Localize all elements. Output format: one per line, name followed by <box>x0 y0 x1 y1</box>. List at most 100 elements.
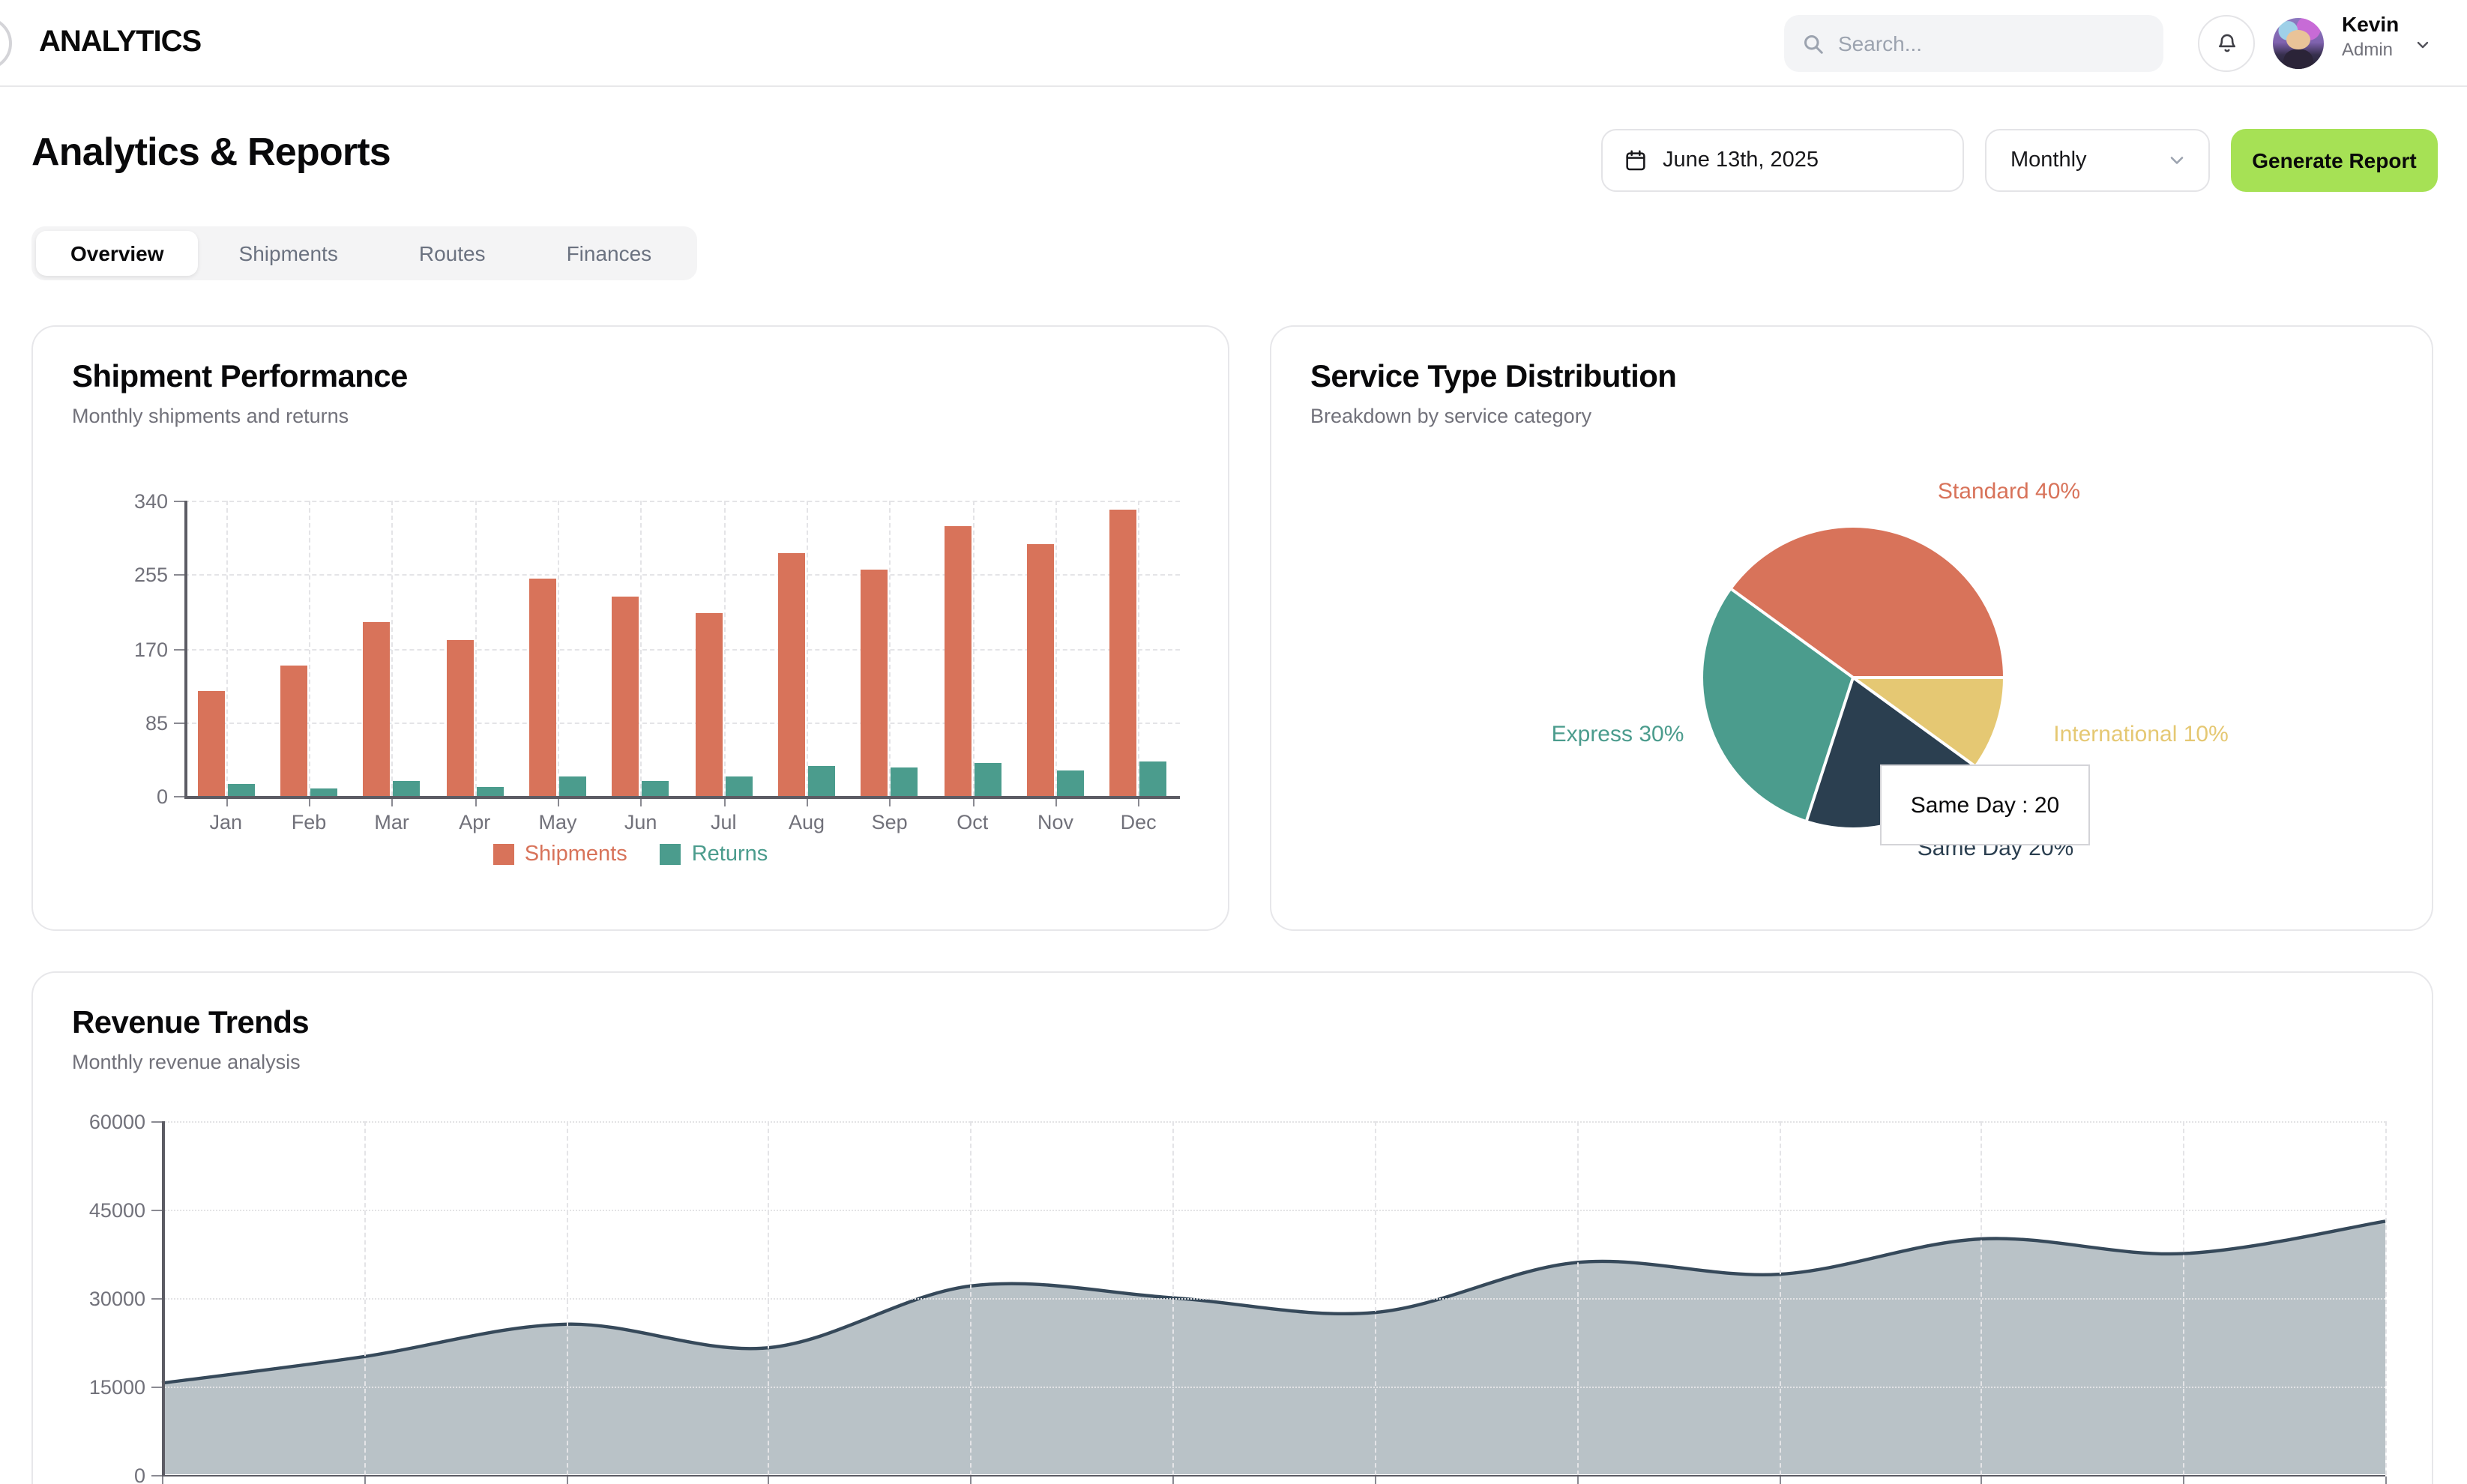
x-axis-label: Jul <box>711 811 737 833</box>
x-axis-label: Sep <box>871 811 908 833</box>
tab-finances[interactable]: Finances <box>526 231 693 276</box>
axis-tick <box>566 1476 568 1484</box>
x-axis-label: Nov <box>1037 811 1073 833</box>
bar-returns[interactable] <box>393 780 421 796</box>
period-select[interactable]: Monthly <box>1985 129 2210 192</box>
y-axis-line <box>184 501 187 798</box>
avatar[interactable] <box>2273 18 2324 69</box>
bar-returns[interactable] <box>725 776 753 796</box>
revenue-trends-card: Revenue Trends Monthly revenue analysis … <box>31 971 2433 1484</box>
legend-item: Shipments <box>493 842 627 866</box>
bar-returns[interactable] <box>1057 770 1084 796</box>
axis-tick <box>972 797 975 806</box>
logo-circle <box>0 16 12 70</box>
axis-tick <box>723 797 726 806</box>
y-axis-label: 0 <box>133 1464 145 1484</box>
bar-shipments[interactable] <box>944 526 972 796</box>
axis-tick <box>309 797 310 806</box>
user-menu[interactable]: Kevin Admin <box>2342 13 2399 58</box>
card-title: Revenue Trends <box>72 1006 310 1040</box>
pie-slice-separator <box>1805 677 1855 821</box>
axis-tick <box>807 797 808 806</box>
x-axis-label: Oct <box>957 811 989 833</box>
report-tabs: Overview Shipments Routes Finances <box>31 226 697 280</box>
gridline <box>970 1121 972 1474</box>
bar-shipments[interactable] <box>778 552 805 796</box>
chevron-down-icon <box>2166 150 2187 171</box>
x-axis-label: Mar <box>374 811 409 833</box>
bar-returns[interactable] <box>559 776 586 796</box>
gridline <box>226 501 228 796</box>
gridline <box>1374 1121 1376 1474</box>
date-picker[interactable]: June 13th, 2025 <box>1601 129 1964 192</box>
generate-report-button[interactable]: Generate Report <box>2231 129 2438 192</box>
bar-chart: 0 85 170 255 340 Jan Feb Mar Apr May Jun Jul Aug Sep O… <box>33 327 1228 929</box>
search-input[interactable] <box>1838 31 2145 55</box>
axis-tick <box>226 797 228 806</box>
revenue-area-plot <box>161 1219 2386 1474</box>
top-header: ANALYTICS Kevin Admin <box>0 0 2467 87</box>
axis-tick <box>174 501 184 502</box>
bar-returns[interactable] <box>310 788 337 796</box>
pie-slice-separator <box>1852 676 1975 767</box>
bar-returns[interactable] <box>974 762 1001 796</box>
y-axis-label: 45000 <box>88 1198 145 1222</box>
gridline <box>972 501 975 796</box>
gridline <box>1576 1121 1579 1474</box>
notifications-button[interactable] <box>2198 15 2255 72</box>
y-axis-label: 15000 <box>88 1375 145 1399</box>
axis-tick <box>174 574 184 576</box>
tab-overview[interactable]: Overview <box>36 231 199 276</box>
bar-shipments[interactable] <box>529 579 556 796</box>
axis-tick <box>1374 1476 1376 1484</box>
bar-shipments[interactable] <box>1109 509 1137 796</box>
bar-returns[interactable] <box>1139 761 1167 796</box>
avatar-face <box>2286 30 2310 49</box>
card-subtitle: Monthly shipments and returns <box>72 405 349 427</box>
axis-tick <box>174 722 184 724</box>
legend-swatch <box>660 844 681 865</box>
search-box[interactable] <box>1784 15 2163 72</box>
axis-tick <box>364 1476 366 1484</box>
tab-shipments[interactable]: Shipments <box>199 231 379 276</box>
user-role: Admin <box>2342 39 2394 60</box>
legend-label: Returns <box>691 842 768 866</box>
bar-shipments[interactable] <box>695 613 723 796</box>
gridline <box>723 501 726 796</box>
bar-returns[interactable] <box>227 784 255 796</box>
legend-swatch <box>493 844 514 865</box>
area-fill <box>162 1221 2385 1474</box>
gridline <box>475 501 477 796</box>
axis-tick <box>1055 797 1057 806</box>
bar-returns[interactable] <box>642 781 669 796</box>
bar-shipments[interactable] <box>363 622 391 796</box>
bar-shipments[interactable] <box>446 639 474 796</box>
bar-shipments[interactable] <box>280 666 307 796</box>
gridline <box>184 648 1180 650</box>
bar-returns[interactable] <box>476 786 504 796</box>
axis-tick <box>151 1474 162 1476</box>
gridline <box>364 1121 366 1474</box>
axis-tick <box>151 1121 162 1123</box>
chart-legend: Shipments Returns <box>33 842 1228 866</box>
x-axis-label: Jun <box>624 811 657 833</box>
gridline <box>2385 1121 2387 1474</box>
axis-tick <box>174 796 184 797</box>
bar-shipments[interactable] <box>861 570 888 796</box>
chevron-down-icon[interactable] <box>2414 34 2432 61</box>
axis-tick <box>174 648 184 650</box>
bar-shipments[interactable] <box>612 596 639 796</box>
bar-returns[interactable] <box>891 767 918 796</box>
gridline <box>807 501 808 796</box>
y-axis-line <box>162 1121 164 1477</box>
y-axis-label: 60000 <box>88 1111 145 1133</box>
gridline <box>2183 1121 2185 1474</box>
search-icon <box>1802 32 1825 55</box>
y-axis-label: 340 <box>133 490 168 513</box>
axis-tick <box>1138 797 1140 806</box>
axis-tick <box>391 797 394 806</box>
bar-shipments[interactable] <box>1027 543 1054 796</box>
bar-returns[interactable] <box>808 765 835 796</box>
tab-routes[interactable]: Routes <box>379 231 526 276</box>
bar-shipments[interactable] <box>197 691 225 796</box>
